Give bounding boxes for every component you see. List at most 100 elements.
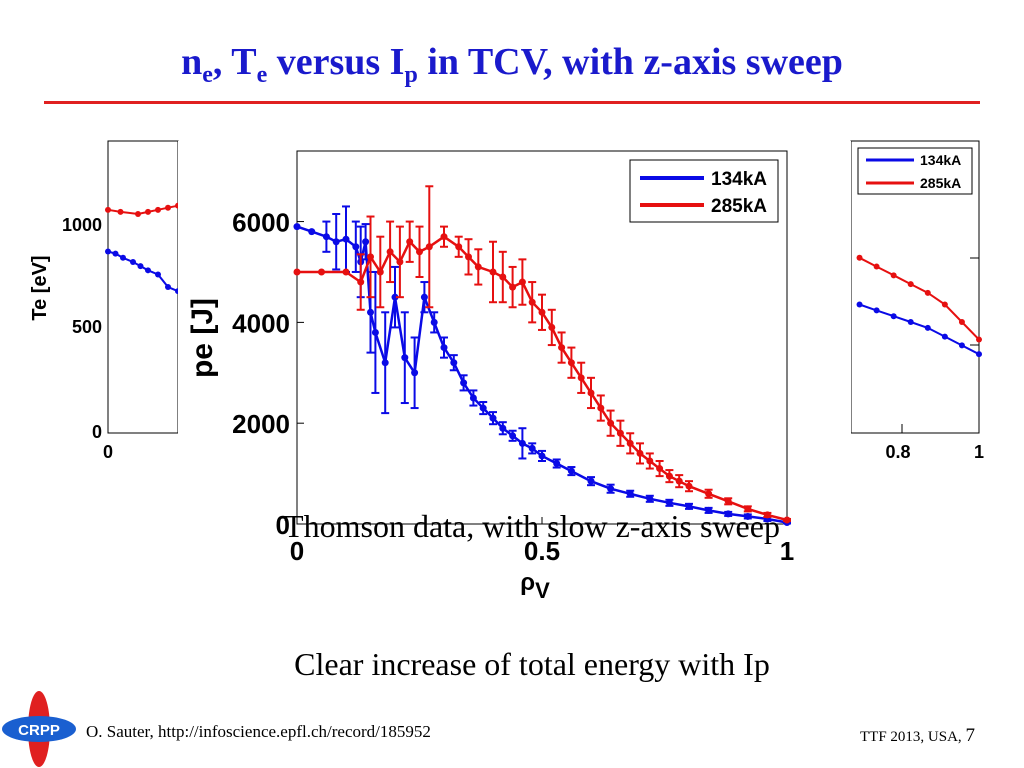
pe-point-285kA — [499, 273, 507, 281]
pe-xlabel: ρV — [520, 569, 550, 603]
pe-xtick-label: 1 — [780, 536, 794, 566]
te-point-134kA — [165, 284, 171, 290]
pe-point-285kA — [656, 465, 664, 473]
pe-point-285kA — [528, 298, 536, 306]
pe-ytick-label: 6000 — [232, 208, 290, 238]
te-point-285kA — [117, 208, 124, 215]
pe-point-285kA — [293, 268, 301, 276]
te-point-285kA — [165, 204, 171, 211]
te-point-285kA — [135, 211, 141, 217]
pe-point-285kA — [597, 404, 605, 412]
ne-point-134kA — [873, 307, 880, 314]
pe-legend — [629, 159, 779, 223]
pe-point-134kA — [469, 394, 477, 402]
pe-axis-ticks: 0 0.5 1 0 2000 4000 6000 — [232, 208, 794, 566]
te-ytick-0: 0 — [92, 422, 102, 442]
pe-series-line-134kA — [296, 225, 788, 524]
ne-point-285kA — [890, 272, 897, 279]
pe-point-134kA — [479, 404, 487, 412]
pe-point-134kA — [460, 379, 468, 387]
pe-point-134kA — [567, 467, 575, 475]
pe-point-285kA — [763, 511, 771, 519]
pe-point-285kA — [744, 505, 752, 513]
pe-xlabel-sub: V — [535, 578, 550, 603]
pe-point-285kA — [416, 248, 423, 256]
pe-point-285kA — [318, 268, 325, 276]
ne-point-134kA — [976, 351, 982, 358]
pe-point-285kA — [357, 278, 365, 286]
footer-author: O. Sauter, http://infoscience.epfl.ch/re… — [86, 722, 431, 741]
ne-legend-134: 134kA — [920, 152, 961, 168]
pe-point-134kA — [411, 369, 419, 377]
ne-point-134kA — [890, 313, 897, 320]
pe-point-285kA — [440, 233, 448, 241]
pe-point-134kA — [352, 243, 360, 251]
pe-point-285kA — [616, 429, 624, 437]
pe-point-134kA — [744, 512, 752, 520]
page-number: 7 — [965, 725, 975, 746]
pe-point-134kA — [607, 485, 615, 493]
te-chart: Te [eV] 1000 500 0 0 — [29, 140, 181, 462]
pe-point-134kA — [322, 233, 330, 241]
pe-point-285kA — [396, 258, 404, 266]
pe-legend-285: 285kA — [711, 196, 767, 217]
title-t: T — [231, 41, 257, 83]
pe-point-134kA — [518, 439, 526, 447]
pe-point-134kA — [371, 328, 379, 336]
ne-series-line-285kA — [859, 256, 980, 341]
pe-point-285kA — [577, 374, 585, 382]
pe-point-285kA — [685, 482, 693, 490]
pe-point-285kA — [406, 238, 414, 246]
pe-legend-134: 134kA — [711, 169, 767, 190]
ne-legend-285: 285kA — [920, 175, 961, 191]
te-point-134kA — [112, 250, 119, 257]
te-xtick-0: 0 — [103, 442, 113, 462]
footer-conference: TTF 2013, USA, 7 — [860, 725, 975, 747]
pe-ytick-label: 2000 — [232, 409, 290, 439]
pe-point-285kA — [376, 268, 384, 276]
ne-xtick-08: 0.8 — [885, 442, 910, 462]
pe-point-285kA — [636, 449, 644, 457]
pe-point-134kA — [553, 460, 561, 468]
te-point-134kA — [120, 254, 126, 261]
pe-point-285kA — [538, 308, 546, 316]
ne-point-285kA — [873, 263, 880, 270]
pe-point-285kA — [386, 248, 394, 256]
title-i-sub: p — [404, 62, 418, 88]
pe-point-134kA — [626, 490, 634, 498]
pe-point-285kA — [465, 253, 472, 261]
pe-point-285kA — [474, 263, 482, 271]
ne-point-134kA — [907, 319, 914, 326]
pe-ytick-label: 0 — [276, 510, 290, 540]
te-point-134kA — [137, 263, 144, 270]
pe-point-285kA — [518, 278, 526, 286]
pe-point-134kA — [499, 424, 507, 432]
pe-point-134kA — [342, 235, 350, 243]
footer-conference-text: TTF 2013, USA, — [860, 729, 966, 745]
pe-point-285kA — [509, 283, 517, 291]
pe-point-285kA — [425, 243, 433, 251]
pe-chart-marks — [293, 185, 791, 526]
ne-point-134kA — [924, 324, 931, 331]
te-point-134kA — [145, 267, 151, 274]
ne-point-285kA — [907, 281, 914, 288]
pe-ytick-label: 4000 — [232, 308, 290, 338]
pe-point-285kA — [587, 389, 595, 397]
pe-point-134kA — [509, 432, 517, 440]
pe-point-134kA — [362, 238, 370, 246]
title-rule — [44, 101, 980, 104]
title-tail: in TCV, with z-axis sweep — [417, 41, 843, 83]
title-t-sub: e — [256, 62, 268, 88]
logo-text: CRPP — [18, 722, 60, 739]
ne-point-285kA — [856, 254, 863, 261]
title-n: n — [181, 41, 203, 83]
slide-title: ne, Te versus Ip in TCV, with z-axis swe… — [0, 40, 1024, 87]
pe-point-134kA — [293, 223, 301, 231]
pe-point-285kA — [342, 268, 350, 276]
pe-point-285kA — [558, 344, 566, 352]
pe-point-134kA — [367, 308, 374, 316]
pe-point-134kA — [440, 344, 448, 352]
ne-point-134kA — [958, 342, 965, 349]
te-point-134kA — [130, 258, 136, 265]
te-point-285kA — [105, 206, 111, 213]
